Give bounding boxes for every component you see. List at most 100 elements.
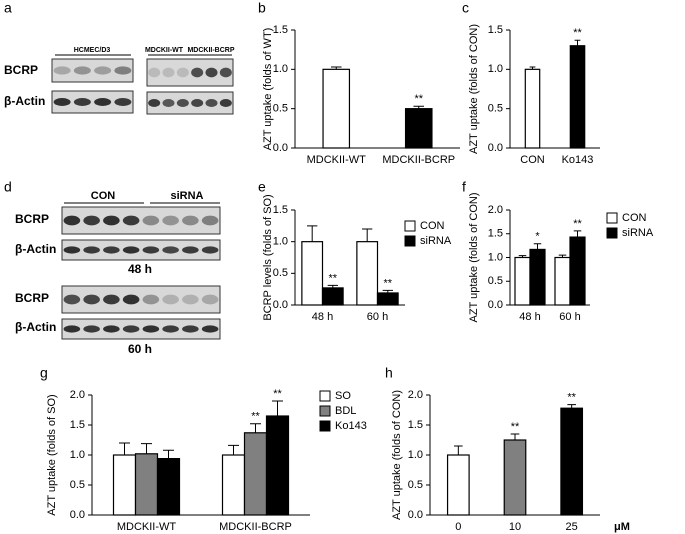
bar [560,407,584,516]
y-tick-label: 0.5 [488,103,503,115]
blot-header: MDCKII-WT [145,47,184,54]
x-tick-label: 60 h [559,311,580,323]
error-bar [141,443,152,454]
blot-band [94,66,112,75]
y-tick-label: 1.5 [488,24,503,36]
blot-time: 60 h [128,342,152,356]
x-tick-label: 48 h [519,311,540,323]
bar [376,292,399,306]
y-tick-label: 0.0 [273,299,288,311]
blot-band [122,294,140,305]
blot-band [53,66,71,75]
bar [529,248,546,306]
legend-label: BDL [335,405,356,417]
y-tick-label: 1.5 [408,419,423,431]
error-bar [518,255,527,258]
significance: ** [414,93,423,105]
blot-band [53,98,71,106]
blot-time: 48 h [128,262,152,276]
y-tick-label: 0.5 [70,479,85,491]
blot-band [63,294,81,305]
legend-label: Ko143 [335,420,367,432]
y-tick-label: 0.5 [488,275,503,287]
blot-band [103,294,120,305]
blot-image [51,90,134,114]
significance: ** [329,272,338,284]
x-tick-label: 25 [566,521,578,533]
legend-swatch [319,405,331,417]
blot-band [114,66,132,75]
bar [322,68,351,149]
blot-band [205,99,218,107]
significance: * [535,231,540,243]
blot-band [122,215,140,226]
blot-image [51,58,134,83]
blot-band [176,99,189,107]
blot-row-label: β-Actin [15,242,56,256]
bar [301,241,324,306]
y-axis-label: BCRP levels (folds of SO) [262,194,274,320]
legend-swatch [319,390,331,402]
x-tick-label: MDCKII-WT [117,521,177,533]
significance: ** [273,388,282,400]
x-axis-label: μM [614,521,630,533]
bar [243,432,268,516]
panel-label: e [258,179,266,195]
blot-band [162,99,175,107]
error-bar [454,445,463,455]
error-bar [533,243,542,250]
legend-swatch [606,227,618,239]
blot-band [219,99,232,107]
blot-band [114,98,132,106]
bar [321,287,344,306]
error-bar [163,449,174,459]
error-bar [573,230,582,238]
y-tick-label: 2.0 [408,389,423,401]
y-tick-label: 1.5 [273,204,288,216]
legend-swatch [319,420,331,432]
bar [569,236,586,306]
blot-band [142,294,160,305]
y-tick-label: 0.0 [273,142,288,154]
blot-band [162,67,175,78]
blot-band [73,98,91,106]
blot-band [162,294,179,305]
y-tick-label: 1.0 [273,63,288,75]
blot-band [142,325,160,333]
y-tick-label: 1.0 [408,449,423,461]
error-bar [362,228,373,242]
blot-band [162,246,179,254]
legend-swatch [606,212,618,224]
significance: ** [511,421,520,433]
x-tick-label: 60 h [367,311,388,323]
bar [569,45,586,149]
blot-band [182,325,199,333]
y-axis-label: AZT uptake (folds of CON) [468,192,480,322]
blot-header: CON [91,190,116,202]
legend-label: CON [420,220,445,232]
y-tick-label: 0.0 [488,142,503,154]
y-axis-label: AZT uptake (folds of CON) [468,24,480,154]
blot-band [103,246,120,254]
blot-header: siRNA [170,190,203,202]
error-bar [510,433,520,440]
blot-band [148,67,161,78]
x-tick-label: Ko143 [562,154,594,166]
blot-band [205,67,218,78]
blot-band [94,98,112,106]
bar [265,415,290,516]
blot-row-label: β-Actin [4,94,45,108]
blot-image [146,91,234,115]
blot-band [142,215,160,226]
blot-row-label: β-Actin [15,320,56,334]
significance: ** [384,277,393,289]
panel-label: f [462,179,466,195]
significance: ** [251,411,260,423]
blot-band [103,325,120,333]
error-bar [272,400,283,416]
y-tick-label: 1.5 [488,228,503,240]
panel-label: c [462,0,469,16]
error-bar [567,404,576,409]
x-tick-label: 48 h [312,311,333,323]
